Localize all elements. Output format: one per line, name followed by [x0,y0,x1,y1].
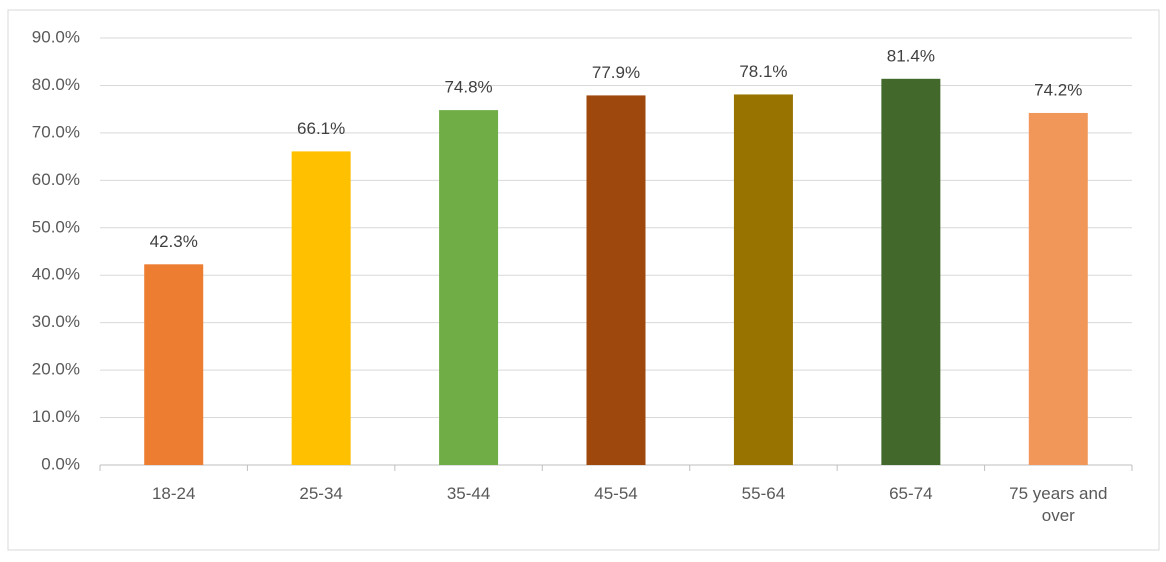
data-label: 81.4% [887,46,935,65]
x-tick-label: 35-44 [446,484,491,503]
y-tick-label: 50.0% [32,217,80,236]
y-tick-label: 40.0% [32,265,80,284]
y-tick-label: 70.0% [32,122,80,141]
bar [733,94,793,465]
bar [1028,112,1088,465]
x-tick-label: 75 years and over [1009,484,1108,525]
bar [881,78,941,466]
y-tick-label: 20.0% [32,360,80,379]
bar [439,110,499,466]
data-label: 66.1% [297,119,345,138]
y-tick-label: 80.0% [32,75,80,94]
bar [586,95,646,465]
y-tick-label: 30.0% [32,312,80,331]
bar [144,264,204,465]
data-label: 42.3% [150,232,198,251]
x-tick-label: 25-34 [299,484,343,503]
data-label: 77.9% [592,63,640,82]
data-label: 74.8% [444,78,492,97]
data-label: 78.1% [739,62,787,81]
bar [291,151,351,466]
y-tick-label: 0.0% [41,454,80,473]
x-tick-label: 18-24 [151,484,196,503]
y-tick-label: 90.0% [32,27,80,46]
y-tick-label: 60.0% [32,170,80,189]
x-tick-label: 55-64 [741,484,786,503]
y-tick-label: 10.0% [32,407,80,426]
x-tick-label: 45-54 [594,484,638,503]
data-label: 74.2% [1034,80,1082,99]
x-tick-label: 65-74 [889,484,933,503]
